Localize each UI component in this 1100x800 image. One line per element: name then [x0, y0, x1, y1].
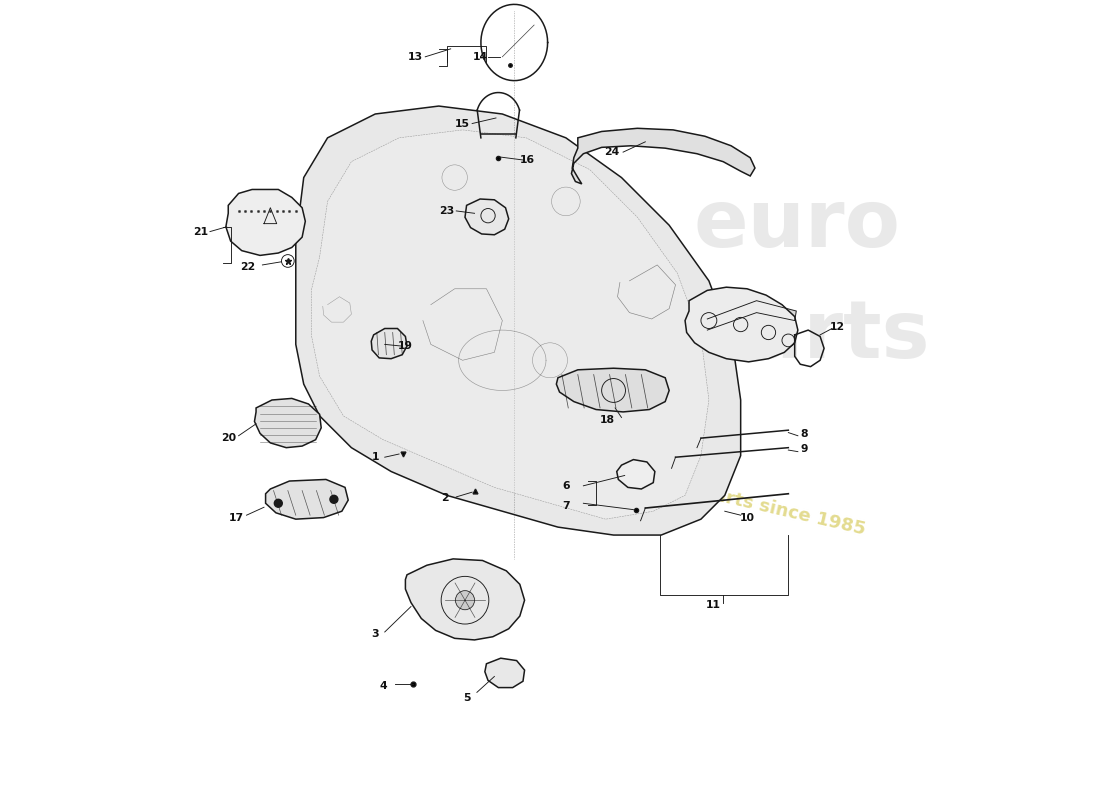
- Polygon shape: [296, 106, 740, 535]
- Text: 14: 14: [473, 52, 487, 62]
- Text: 8: 8: [801, 429, 808, 439]
- Circle shape: [330, 495, 338, 503]
- Polygon shape: [572, 128, 755, 184]
- Polygon shape: [465, 199, 508, 234]
- Text: Parts: Parts: [693, 298, 931, 375]
- Text: 16: 16: [520, 155, 536, 165]
- Circle shape: [274, 499, 283, 507]
- Text: 9: 9: [801, 444, 808, 454]
- Polygon shape: [557, 368, 669, 412]
- Polygon shape: [617, 459, 654, 489]
- Text: 7: 7: [562, 501, 570, 510]
- Text: 12: 12: [830, 322, 845, 332]
- Text: 2: 2: [441, 493, 449, 502]
- Polygon shape: [485, 658, 525, 687]
- Text: 21: 21: [192, 226, 208, 237]
- Text: 6: 6: [562, 481, 570, 490]
- Polygon shape: [372, 329, 407, 358]
- Polygon shape: [265, 479, 349, 519]
- Polygon shape: [311, 130, 708, 519]
- Circle shape: [455, 590, 474, 610]
- Polygon shape: [226, 190, 306, 255]
- Text: 17: 17: [229, 513, 244, 522]
- Text: 10: 10: [739, 513, 755, 522]
- Polygon shape: [685, 287, 797, 362]
- Text: 3: 3: [372, 630, 379, 639]
- Text: 23: 23: [439, 206, 454, 216]
- Text: 24: 24: [604, 147, 619, 157]
- Text: 11: 11: [705, 600, 720, 610]
- Text: 13: 13: [407, 52, 422, 62]
- Text: 4: 4: [379, 681, 387, 691]
- Text: 15: 15: [455, 118, 470, 129]
- Text: euro: euro: [693, 186, 900, 264]
- Text: a passion for parts since 1985: a passion for parts since 1985: [565, 452, 867, 538]
- Text: 1: 1: [372, 452, 379, 462]
- Polygon shape: [254, 398, 321, 448]
- Text: 18: 18: [600, 415, 615, 425]
- Text: 20: 20: [221, 433, 235, 443]
- Text: 19: 19: [398, 341, 412, 351]
- Text: 5: 5: [463, 693, 471, 703]
- Polygon shape: [707, 301, 796, 330]
- Polygon shape: [406, 559, 525, 640]
- Text: 22: 22: [241, 262, 255, 271]
